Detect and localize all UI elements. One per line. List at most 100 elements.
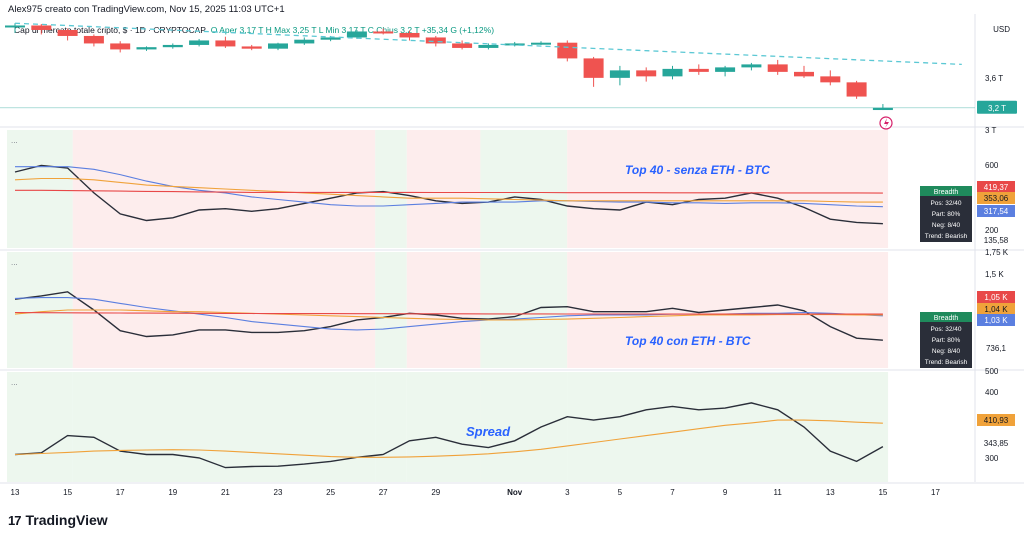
price-tick: 3 T <box>985 126 997 135</box>
pane-bg-band <box>7 130 73 248</box>
series-price-label: 1,04 K <box>984 305 1008 314</box>
series-price-label: 736,1 <box>986 344 1007 353</box>
currency-label: USD <box>993 25 1010 34</box>
candle-body <box>609 70 630 78</box>
pane-menu-dots: ... <box>11 136 18 145</box>
series-line-orange <box>14 309 883 321</box>
chart-annotation: Spread <box>466 424 511 439</box>
candle-body <box>31 25 52 30</box>
time-tick: 25 <box>326 488 335 497</box>
time-tick: 13 <box>11 488 20 497</box>
pane-bg-band <box>72 372 376 482</box>
price-tick: 1,75 K <box>985 248 1009 257</box>
symbol-info: Cap di mercato totale cripto, $ · 1D · C… <box>14 25 494 35</box>
series-line-orange <box>14 177 883 203</box>
candle-body <box>794 71 814 77</box>
candle-body <box>872 107 893 111</box>
candle-body <box>715 67 736 72</box>
price-tick: 3,6 T <box>985 74 1003 83</box>
breadth-row: Trend: Bearish <box>925 359 968 366</box>
series-price-tag <box>976 233 1016 247</box>
time-tick: 7 <box>670 488 675 497</box>
pane-bg-band <box>567 130 889 248</box>
candle-body <box>136 47 157 50</box>
time-tick: 5 <box>618 488 623 497</box>
time-tick: 27 <box>379 488 388 497</box>
time-tick: Nov <box>507 488 523 497</box>
series-price-label: 353,06 <box>984 194 1009 203</box>
candle-body <box>846 82 867 97</box>
pane-bg-band <box>375 252 407 368</box>
candle-body <box>425 37 446 44</box>
candle-body <box>820 76 841 83</box>
candle-body <box>294 39 315 44</box>
series-price-label: 343,85 <box>984 439 1009 448</box>
candle-body <box>162 44 183 48</box>
candle-body <box>452 43 473 48</box>
time-tick: 17 <box>931 488 940 497</box>
series-price-tag <box>977 314 1015 326</box>
time-tick: 3 <box>565 488 570 497</box>
breadth-body-bg <box>920 196 972 242</box>
ohlc-line: O Aper 3,17 T H Max 3,25 T L Min 3,17 T … <box>210 25 495 35</box>
symbol-line[interactable]: Cap di mercato totale cripto, $ · 1D · C… <box>14 25 206 35</box>
pane-bg-band <box>480 130 568 248</box>
candle-body <box>268 43 288 49</box>
breadth-row: Part: 80% <box>932 211 961 218</box>
time-tick: 21 <box>221 488 230 497</box>
pane-bg-band <box>480 372 568 482</box>
pane-menu-dots: ... <box>11 378 18 387</box>
series-price-label: 317,54 <box>984 207 1009 216</box>
candle-body <box>110 43 131 50</box>
tradingview-mark-icon: 17 <box>8 512 22 528</box>
series-price-tag <box>977 192 1015 204</box>
series-price-label: 135,58 <box>984 236 1009 245</box>
breadth-title: Breadth <box>934 315 959 322</box>
time-tick: 13 <box>826 488 835 497</box>
pane-bg-band <box>375 130 407 248</box>
price-tick: 300 <box>985 454 999 463</box>
candle-body <box>189 40 210 45</box>
price-tick: 1,5 K <box>985 270 1004 279</box>
breadth-header-bg <box>920 186 972 196</box>
candle-body <box>531 42 551 45</box>
chart-annotation: Top 40 con ETH - BTC <box>625 334 751 348</box>
time-tick: 15 <box>63 488 72 497</box>
pane-bg-band <box>406 130 481 248</box>
series-line-orange <box>14 419 883 458</box>
tradingview-logo[interactable]: 17 TradingView <box>8 512 108 528</box>
series-price-tag <box>977 205 1015 217</box>
last-price-label: 3,2 T <box>988 104 1006 113</box>
time-tick: 15 <box>878 488 887 497</box>
breadth-title: Breadth <box>934 189 959 196</box>
series-price-label: 1,05 K <box>984 293 1008 302</box>
candle-body <box>5 25 25 28</box>
lightning-icon-bolt <box>884 118 889 128</box>
candle-body <box>636 70 657 77</box>
series-line-red <box>14 311 883 315</box>
tradingview-logo-text: TradingView <box>25 512 108 528</box>
breadth-row: Part: 80% <box>932 337 961 344</box>
series-line-black <box>14 291 883 341</box>
lightning-icon <box>879 116 893 130</box>
series-price-label: 1,03 K <box>984 316 1008 325</box>
price-tick: 500 <box>985 367 999 376</box>
series-price-tag <box>977 291 1015 303</box>
series-price-tag <box>977 414 1015 426</box>
price-tick: 200 <box>985 226 999 235</box>
time-tick: 9 <box>723 488 728 497</box>
pane-bg-band <box>406 252 481 368</box>
time-tick: 19 <box>168 488 177 497</box>
dashed-trendline <box>14 22 962 66</box>
pane-bg-band <box>7 372 73 482</box>
last-price-tag <box>977 100 1017 114</box>
candle-body <box>83 35 104 44</box>
price-tick: 600 <box>985 161 999 170</box>
candle-body <box>688 68 709 72</box>
pane-menu-dots: ... <box>11 258 18 267</box>
candle-body <box>399 32 420 38</box>
candle-body <box>583 58 604 78</box>
candle-body <box>215 40 236 47</box>
candle-body <box>320 37 341 40</box>
